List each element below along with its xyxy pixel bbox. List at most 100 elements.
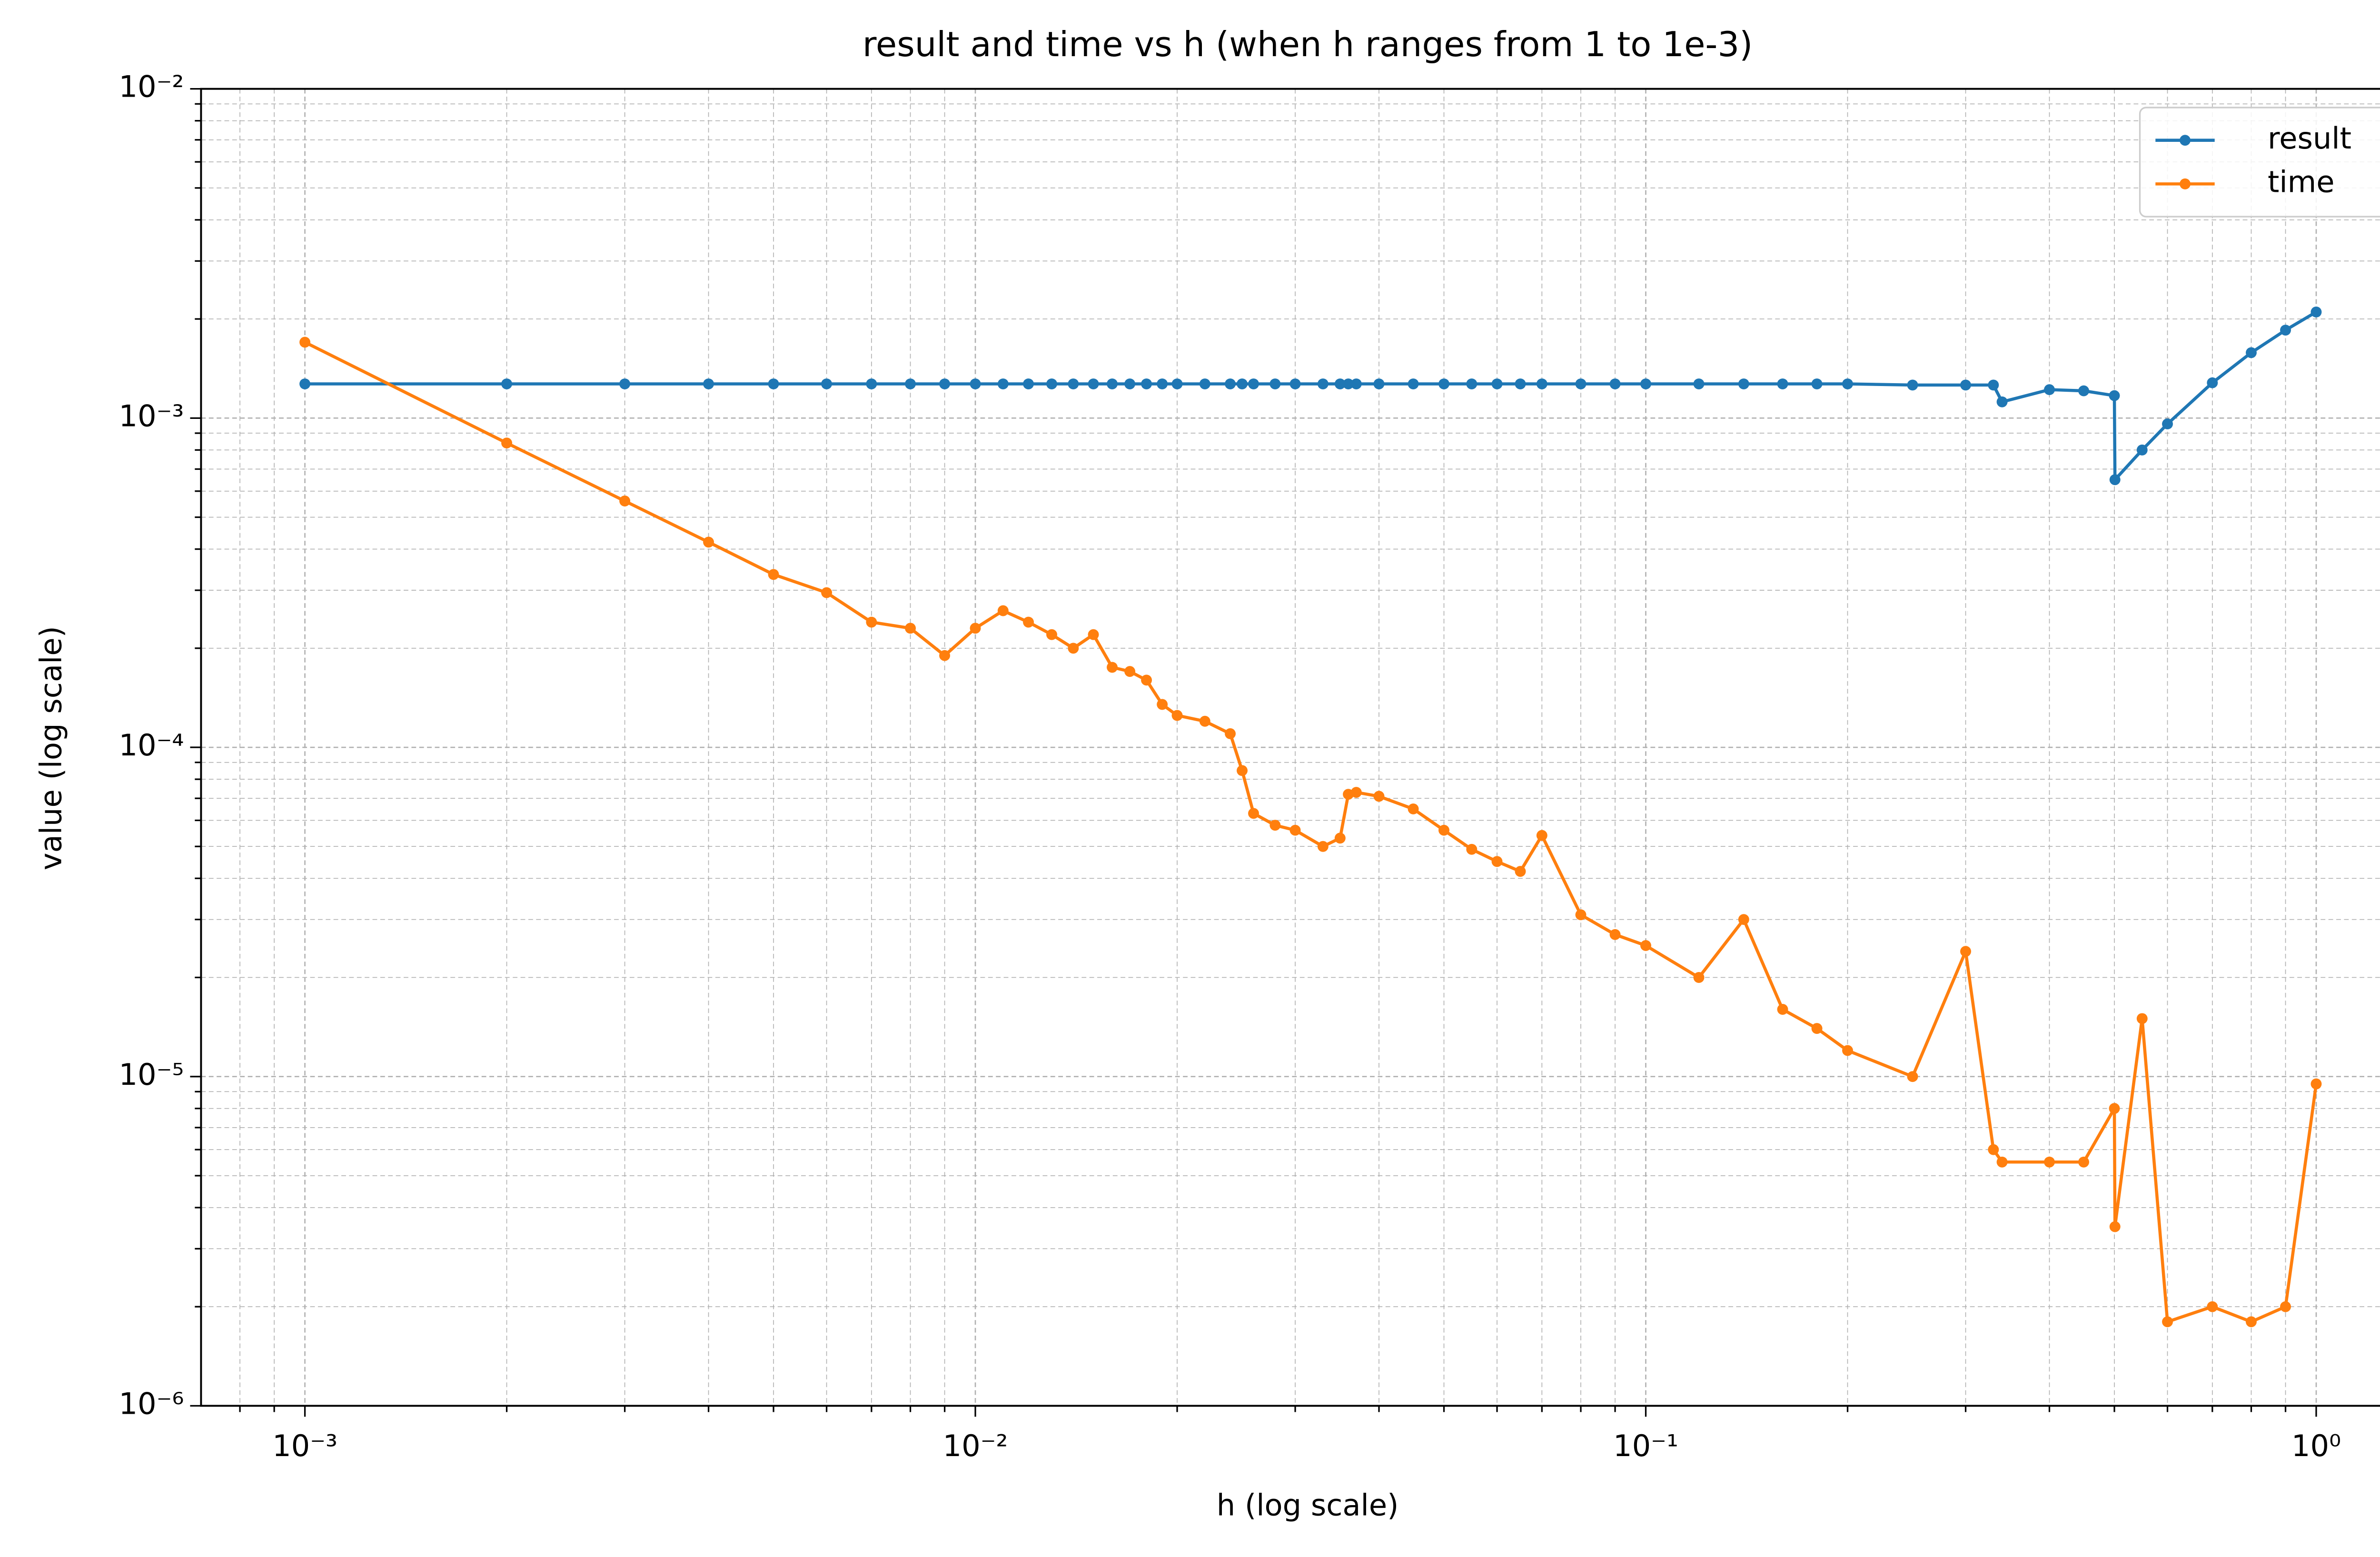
point: [299, 378, 311, 389]
point: [821, 378, 833, 389]
point: [821, 587, 833, 598]
point: [1289, 824, 1301, 836]
point: [2162, 418, 2173, 430]
y-axis-label: value (log scale): [33, 626, 68, 870]
point: [1777, 378, 1788, 389]
point: [1960, 946, 1971, 957]
point: [1157, 378, 1168, 389]
point: [1988, 379, 1999, 391]
point: [1023, 378, 1034, 389]
point: [1960, 379, 1971, 391]
point: [1373, 791, 1385, 802]
point: [1996, 1156, 2008, 1168]
point: [1269, 820, 1281, 831]
point: [768, 378, 779, 389]
point: [1515, 866, 1526, 877]
point: [501, 378, 513, 389]
point: [970, 378, 981, 389]
point: [1289, 378, 1301, 389]
point: [1124, 666, 1136, 677]
point: [2311, 1078, 2322, 1090]
point: [2246, 347, 2257, 358]
legend-marker: [2180, 135, 2191, 146]
point: [1157, 699, 1168, 710]
point: [1068, 378, 1079, 389]
y-tick-label: 10⁻³: [119, 398, 184, 433]
point: [768, 569, 779, 580]
point: [1466, 378, 1478, 389]
point: [2109, 390, 2120, 401]
point: [866, 378, 877, 389]
point: [1811, 1023, 1823, 1034]
y-tick-label: 10⁻⁵: [119, 1057, 184, 1092]
point: [619, 496, 631, 506]
point: [703, 378, 714, 389]
point: [1088, 629, 1099, 640]
point: [1491, 856, 1503, 867]
point: [1907, 1071, 1918, 1082]
point: [2136, 1013, 2148, 1024]
point: [1842, 1045, 1853, 1056]
y-tick-label: 10⁻²: [119, 69, 184, 104]
point: [1225, 378, 1236, 389]
point: [1317, 841, 1329, 852]
x-axis-label: h (log scale): [1217, 1488, 1399, 1522]
point: [997, 378, 1009, 389]
point: [2109, 1221, 2121, 1232]
point: [1515, 378, 1526, 389]
point: [1408, 378, 1419, 389]
point: [1350, 787, 1362, 798]
point: [2246, 1316, 2257, 1328]
point: [1237, 378, 1248, 389]
point: [1408, 803, 1419, 814]
point: [1842, 378, 1853, 389]
x-tick-label: 10⁻¹: [1613, 1428, 1678, 1463]
x-tick-label: 10⁰: [2291, 1428, 2341, 1463]
point: [2207, 377, 2218, 388]
point: [1343, 378, 1354, 389]
point: [1124, 378, 1136, 389]
point: [1046, 629, 1057, 640]
point: [1491, 378, 1503, 389]
y-tick-label: 10⁻⁴: [119, 728, 184, 763]
point: [1907, 379, 1918, 391]
point: [939, 650, 951, 661]
point: [1373, 378, 1385, 389]
point: [1609, 378, 1621, 389]
point: [299, 337, 311, 348]
point: [1199, 378, 1210, 389]
point: [970, 623, 981, 634]
point: [866, 616, 877, 628]
point: [1693, 972, 1705, 983]
point: [2162, 1316, 2173, 1328]
x-tick-label: 10⁻³: [272, 1428, 337, 1463]
x-tick-label: 10⁻²: [943, 1428, 1008, 1463]
point: [1141, 378, 1152, 389]
point: [1575, 378, 1587, 389]
point: [1088, 378, 1099, 389]
point: [2280, 1301, 2291, 1312]
point: [1141, 674, 1152, 686]
point: [1269, 378, 1281, 389]
point: [939, 378, 951, 389]
point: [1438, 378, 1449, 389]
point: [1640, 940, 1651, 951]
point: [1609, 929, 1621, 940]
point: [1350, 378, 1362, 389]
point: [2109, 1103, 2120, 1114]
point: [1171, 710, 1183, 721]
point: [1811, 378, 1823, 389]
legend-label: time: [2268, 164, 2335, 199]
point: [905, 378, 916, 389]
legend-marker: [2180, 178, 2191, 189]
point: [1317, 378, 1329, 389]
point: [1575, 909, 1587, 921]
point: [2044, 384, 2055, 396]
point: [1023, 616, 1034, 628]
legend-label: result: [2268, 121, 2351, 156]
point: [1536, 830, 1547, 841]
point: [2078, 385, 2089, 397]
